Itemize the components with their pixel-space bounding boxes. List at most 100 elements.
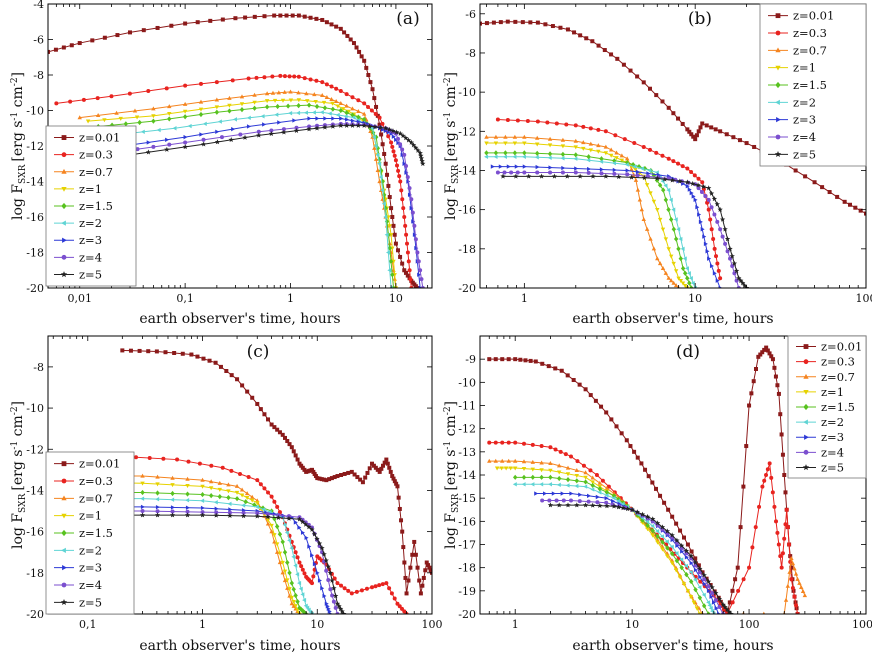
data-point (272, 516, 277, 522)
data-point (335, 104, 341, 109)
data-point (175, 457, 180, 462)
data-point (651, 199, 657, 204)
data-point (234, 496, 240, 502)
y-tick-label: -10 (26, 105, 44, 118)
data-point (775, 383, 780, 388)
data-point (151, 114, 156, 119)
data-point (245, 389, 250, 394)
data-point (719, 216, 726, 222)
data-point (574, 478, 580, 484)
data-point (417, 150, 423, 156)
data-point (747, 403, 752, 408)
data-point (280, 98, 286, 103)
data-point (586, 170, 591, 175)
data-point (293, 520, 298, 525)
data-point (391, 223, 396, 228)
data-point (565, 472, 571, 477)
data-point (582, 502, 589, 508)
data-point (145, 149, 152, 155)
y-tick-label: -12 (26, 443, 44, 456)
data-point (698, 219, 703, 225)
data-point (692, 285, 697, 288)
legend-marker (62, 565, 67, 571)
data-point (557, 463, 562, 468)
data-point (706, 588, 711, 594)
data-point (172, 126, 177, 131)
data-point (164, 86, 169, 91)
data-point (404, 591, 409, 596)
data-point (284, 530, 289, 535)
legend-entry: z=1 (821, 385, 844, 399)
data-point (583, 484, 588, 489)
data-point (265, 514, 271, 520)
data-point (521, 467, 527, 472)
data-point (588, 468, 593, 473)
data-point (590, 487, 595, 492)
data-point (702, 577, 707, 582)
data-point (254, 504, 259, 510)
data-point (588, 141, 594, 146)
data-point (370, 585, 375, 590)
data-point (317, 578, 322, 583)
data-point (289, 580, 295, 586)
data-point (799, 584, 804, 589)
data-point (252, 14, 257, 19)
data-point (140, 496, 145, 501)
data-point (54, 101, 59, 106)
data-point (657, 217, 663, 222)
data-point (632, 141, 637, 146)
data-point (487, 458, 492, 463)
data-point (683, 548, 690, 554)
data-point (738, 277, 744, 283)
data-point (350, 112, 355, 118)
data-point (684, 179, 691, 185)
data-point (530, 442, 535, 447)
data-point (716, 268, 721, 273)
data-point (543, 22, 548, 27)
data-point (400, 147, 405, 152)
y-tick-label: -16 (458, 204, 476, 217)
data-point (397, 174, 402, 179)
data-point (847, 202, 852, 207)
data-point (783, 522, 788, 527)
series-line (122, 349, 432, 594)
data-point (262, 486, 267, 491)
data-point (673, 283, 679, 288)
data-point (506, 458, 511, 463)
data-point (240, 383, 245, 388)
data-point (767, 461, 772, 466)
data-point (343, 114, 348, 119)
data-point (167, 104, 172, 109)
data-point (292, 74, 297, 79)
data-point (503, 150, 508, 156)
data-point (287, 587, 292, 592)
y-axis-title-part: ] (10, 72, 26, 77)
data-point (291, 449, 296, 454)
data-point (688, 595, 694, 600)
data-point (671, 207, 676, 212)
legend-entry: z=1 (79, 509, 102, 523)
data-point (666, 275, 671, 280)
data-point (241, 503, 246, 508)
data-point (291, 600, 296, 605)
data-point (599, 167, 604, 172)
data-point (784, 507, 789, 512)
data-point (53, 47, 58, 52)
data-point (293, 604, 298, 609)
data-point (262, 412, 267, 417)
data-point (377, 583, 382, 588)
data-point (688, 553, 694, 559)
data-point (390, 144, 395, 149)
data-point (581, 463, 586, 468)
data-point (306, 607, 311, 613)
data-point (287, 74, 292, 79)
y-tick-label: -14 (26, 484, 44, 497)
legend-marker (775, 81, 781, 89)
data-point (307, 116, 312, 121)
data-point (140, 481, 145, 486)
data-point (561, 498, 566, 503)
data-point (390, 128, 396, 134)
data-point (704, 123, 709, 128)
data-point (729, 253, 735, 259)
data-point (127, 91, 132, 96)
